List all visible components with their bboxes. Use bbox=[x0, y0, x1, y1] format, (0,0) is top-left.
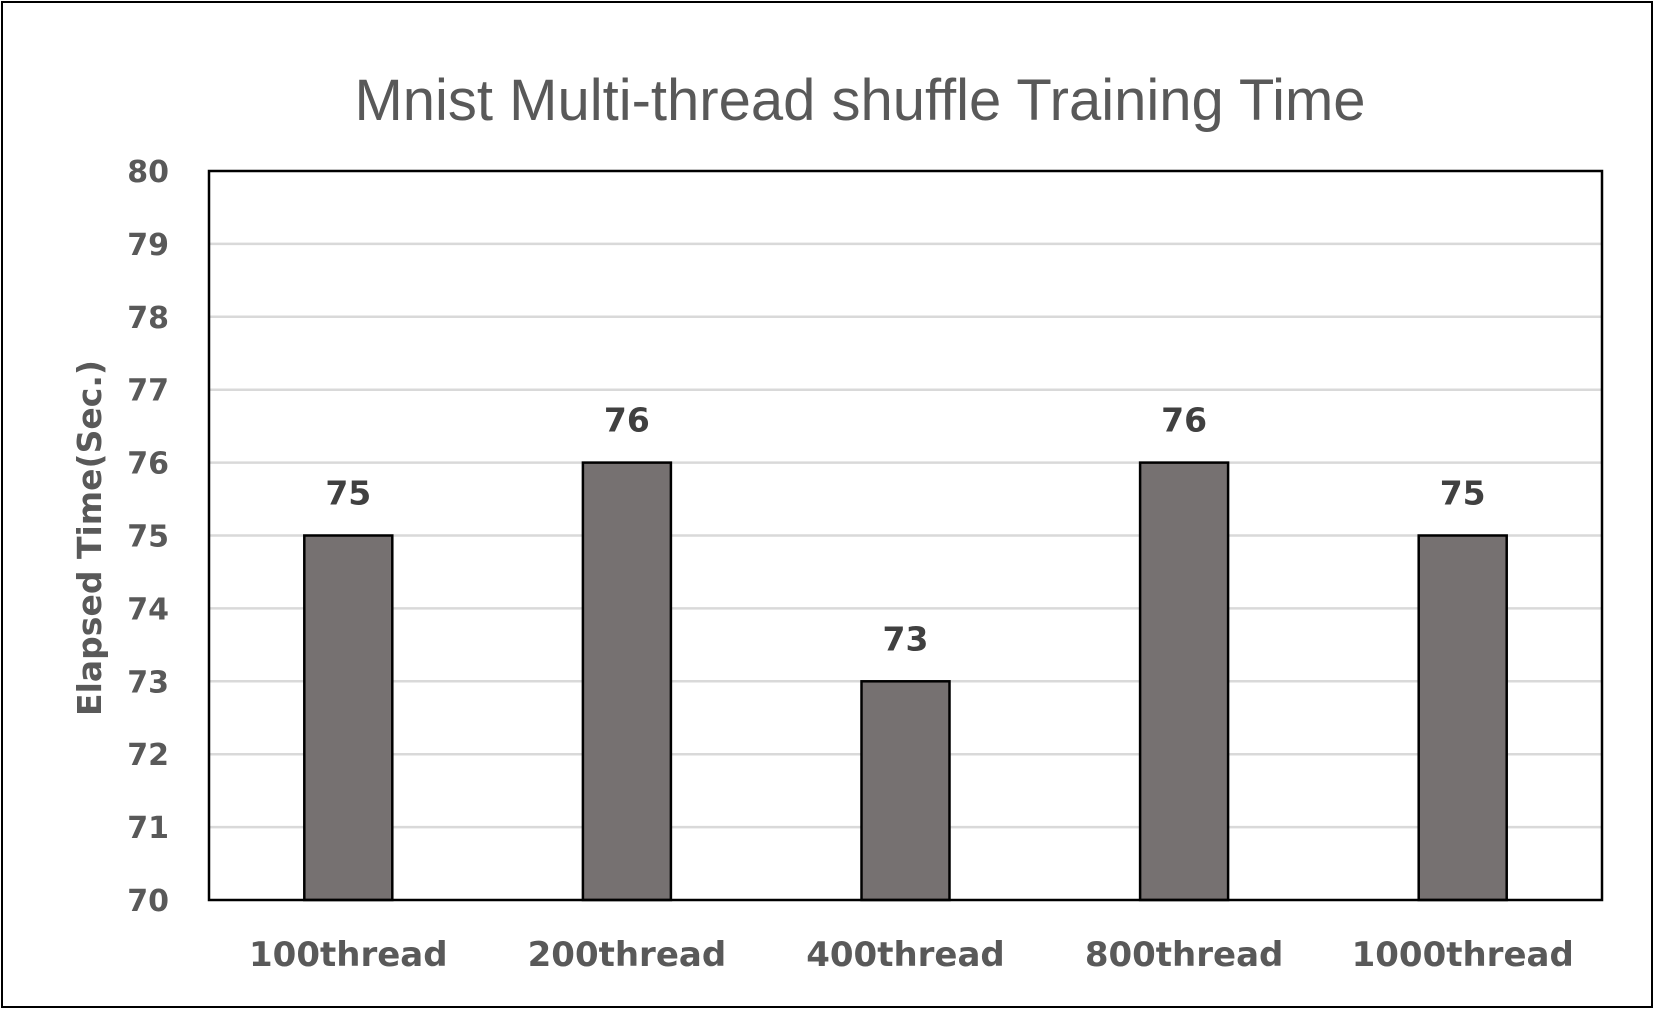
x-category-label: 400thread bbox=[806, 935, 1005, 975]
y-axis-label: Elapsed Time(Sec.) bbox=[70, 360, 109, 716]
y-tick-label: 71 bbox=[127, 811, 169, 846]
bar bbox=[303, 534, 394, 902]
chart-title: Mnist Multi-thread shuffle Training Time bbox=[354, 68, 1365, 133]
y-tick-label: 75 bbox=[127, 520, 169, 555]
plot-area-border bbox=[207, 169, 1604, 902]
data-labels: 75 76 73 76 75 bbox=[325, 401, 1485, 659]
data-label: 73 bbox=[883, 619, 929, 658]
gridlines bbox=[209, 242, 1602, 829]
y-tick-label: 79 bbox=[127, 228, 169, 263]
y-tick-label: 74 bbox=[127, 592, 169, 627]
bar bbox=[1417, 534, 1508, 902]
y-tick-label: 73 bbox=[127, 665, 169, 700]
x-category-label: 800thread bbox=[1085, 935, 1284, 975]
x-axis-categories: 100thread 200thread 400thread 800thread 1000… bbox=[249, 935, 1574, 975]
y-tick-label: 80 bbox=[127, 155, 169, 190]
x-category-label: 200thread bbox=[528, 935, 727, 975]
data-label: 75 bbox=[325, 474, 371, 513]
y-tick-label: 72 bbox=[127, 738, 169, 773]
data-label: 76 bbox=[604, 401, 650, 440]
bars bbox=[303, 461, 1508, 902]
data-label: 76 bbox=[1161, 401, 1207, 440]
y-tick-label: 70 bbox=[127, 884, 169, 919]
y-axis-ticks: 70 71 72 73 74 75 76 77 78 79 80 bbox=[127, 155, 169, 919]
bar bbox=[860, 680, 951, 902]
y-tick-label: 77 bbox=[127, 374, 169, 409]
data-label: 75 bbox=[1440, 474, 1486, 513]
bar bbox=[1138, 461, 1230, 902]
x-category-label: 100thread bbox=[249, 935, 448, 975]
y-tick-label: 76 bbox=[127, 447, 169, 482]
y-tick-label: 78 bbox=[127, 301, 169, 336]
bar bbox=[581, 461, 673, 902]
x-category-label: 1000thread bbox=[1352, 935, 1574, 975]
